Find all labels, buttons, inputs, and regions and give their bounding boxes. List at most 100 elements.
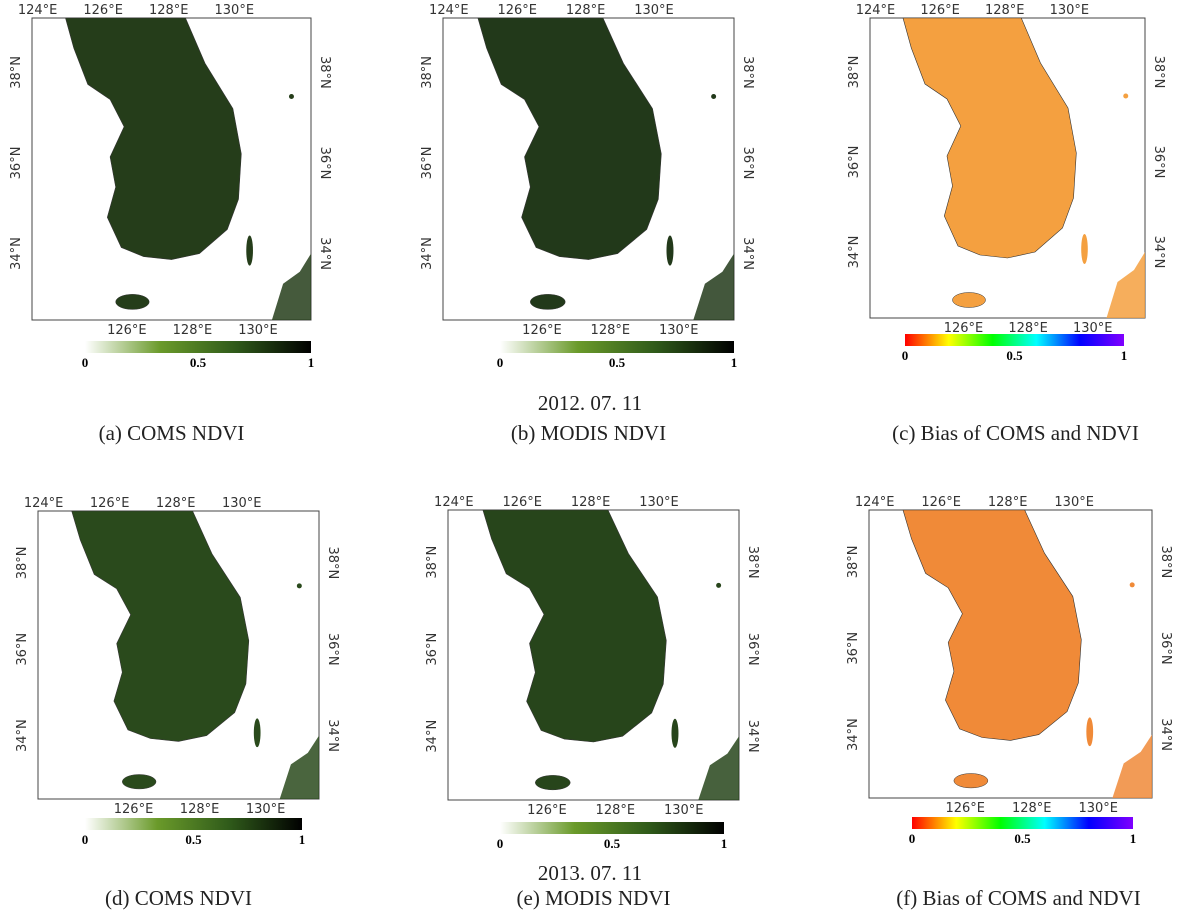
top-tick-label: 124°E: [429, 3, 469, 18]
right-tick-label: 34°N: [1158, 718, 1173, 751]
top-tick-label: 124°E: [856, 3, 896, 18]
left-tick-label: 34°N: [425, 720, 440, 753]
right-tick-label: 38°N: [1158, 545, 1173, 578]
land: [902, 509, 1082, 741]
bottom-tick-label: 130°E: [238, 323, 278, 338]
left-tick-label: 34°N: [847, 236, 862, 269]
panel-caption: (e) MODIS NDVI: [517, 886, 671, 910]
island: [1081, 234, 1088, 264]
colorbar-label: 0: [909, 831, 916, 846]
map-panel: 124°E 126°E 128°E 130°E 126°E 128°E 130°E 38°N 3…: [420, 3, 755, 445]
colorbar-label: 1: [308, 355, 315, 370]
land: [693, 253, 734, 320]
colorbar-label: 0.5: [1014, 831, 1031, 846]
left-tick-label: 36°N: [847, 146, 862, 179]
top-tick-label: 130°E: [215, 3, 255, 18]
land: [482, 509, 667, 743]
top-tick-label: 130°E: [1054, 495, 1094, 510]
colorbar-label: 0: [82, 355, 89, 370]
island: [666, 235, 674, 266]
date-label: 2012. 07. 11: [538, 391, 642, 415]
left-tick-label: 38°N: [847, 56, 862, 89]
top-tick-label: 124°E: [855, 495, 895, 510]
top-tick-label: 126°E: [83, 3, 123, 18]
bottom-tick-label: 126°E: [522, 323, 562, 338]
right-tick-label: 38°N: [325, 546, 340, 579]
right-tick-label: 38°N: [1151, 56, 1166, 89]
island: [122, 774, 157, 790]
island: [953, 773, 989, 789]
colorbar-label: 0.5: [604, 836, 621, 851]
bottom-tick-label: 128°E: [596, 803, 636, 818]
right-tick-label: 36°N: [740, 147, 755, 180]
top-tick-label: 128°E: [149, 3, 189, 18]
bottom-tick-label: 126°E: [107, 323, 147, 338]
left-tick-label: 34°N: [9, 237, 24, 270]
panel-caption: (c) Bias of COMS and NDVI: [892, 421, 1139, 445]
right-tick-label: 36°N: [745, 633, 760, 666]
left-tick-label: 36°N: [9, 147, 24, 180]
right-tick-label: 36°N: [1151, 146, 1166, 179]
island: [253, 718, 261, 748]
top-tick-label: 126°E: [920, 3, 960, 18]
colorbar-label: 1: [721, 836, 728, 851]
top-tick-label: 124°E: [434, 495, 474, 510]
right-tick-label: 34°N: [325, 719, 340, 752]
top-tick-label: 128°E: [566, 3, 606, 18]
island: [1086, 717, 1094, 747]
island: [952, 292, 986, 308]
island: [288, 94, 294, 100]
bottom-tick-label: 128°E: [1012, 801, 1052, 816]
colorbar-label: 1: [1130, 831, 1137, 846]
colorbar-label: 0: [497, 836, 504, 851]
top-tick-label: 124°E: [24, 496, 64, 511]
right-tick-label: 38°N: [745, 546, 760, 579]
top-tick-label: 128°E: [985, 3, 1025, 18]
land: [1106, 252, 1145, 318]
top-tick-label: 126°E: [921, 495, 961, 510]
colorbar-label: 0.5: [185, 832, 202, 847]
island: [671, 718, 679, 748]
island: [246, 235, 253, 266]
left-tick-label: 36°N: [846, 632, 861, 665]
top-tick-label: 126°E: [502, 495, 542, 510]
island: [530, 294, 566, 310]
left-tick-label: 38°N: [15, 546, 30, 579]
left-tick-label: 34°N: [846, 718, 861, 751]
colorbar-label: 0.5: [190, 355, 207, 370]
right-tick-label: 38°N: [740, 56, 755, 89]
bottom-tick-label: 130°E: [1073, 321, 1113, 336]
left-tick-label: 38°N: [846, 545, 861, 578]
colorbar: [500, 341, 734, 353]
colorbar-label: 1: [731, 355, 738, 370]
colorbar-label: 1: [299, 832, 306, 847]
right-tick-label: 36°N: [1158, 632, 1173, 665]
land: [271, 253, 311, 320]
left-tick-label: 38°N: [420, 56, 435, 89]
top-tick-label: 128°E: [988, 495, 1028, 510]
land: [698, 736, 739, 800]
date-label: 2013. 07. 11: [538, 861, 642, 885]
island: [296, 583, 302, 589]
island: [1123, 93, 1129, 99]
panel-caption: (d) COMS NDVI: [105, 886, 252, 910]
bottom-tick-label: 126°E: [114, 802, 154, 817]
left-tick-label: 34°N: [15, 719, 30, 752]
map-panel: 124°E 126°E 128°E 130°E 126°E 128°E 130°E 38°N 3…: [9, 3, 332, 445]
panel-caption: (f) Bias of COMS and NDVI: [896, 886, 1140, 910]
top-tick-label: 130°E: [222, 496, 262, 511]
island: [716, 582, 722, 588]
colorbar-label: 1: [1121, 348, 1128, 363]
bottom-tick-label: 128°E: [173, 323, 213, 338]
bottom-tick-label: 128°E: [1008, 321, 1048, 336]
right-tick-label: 34°N: [745, 720, 760, 753]
island: [1129, 582, 1135, 588]
colorbar: [85, 341, 311, 353]
left-tick-label: 36°N: [420, 147, 435, 180]
colorbar-label: 0: [497, 355, 504, 370]
colorbar: [905, 334, 1124, 346]
top-tick-label: 126°E: [90, 496, 130, 511]
colorbar-label: 0.5: [609, 355, 626, 370]
top-tick-label: 130°E: [634, 3, 674, 18]
